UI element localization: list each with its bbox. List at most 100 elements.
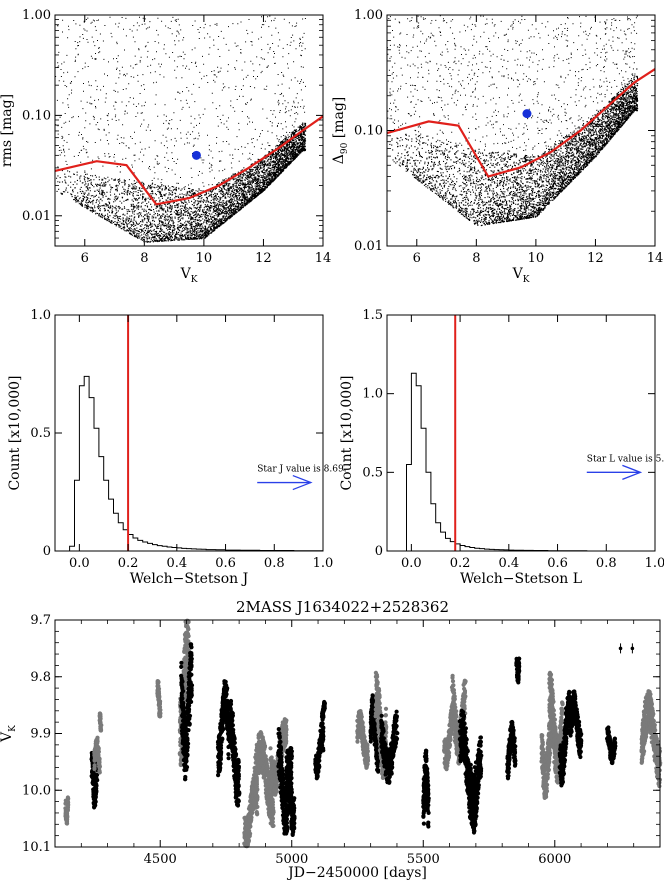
lc-segment (92, 735, 102, 775)
lc-point (374, 672, 379, 678)
lc-segment (421, 748, 431, 829)
lc-point (288, 763, 293, 769)
scatter-cloud-a90 (387, 15, 639, 227)
lc-point (465, 757, 470, 762)
lc-point (271, 823, 276, 828)
y-tick-label: 0 (43, 544, 51, 559)
lc-point (463, 694, 468, 699)
lc-point (236, 764, 241, 769)
lc-point (221, 726, 226, 732)
lc-point (189, 645, 194, 650)
lc-point (99, 723, 104, 728)
x-axis-label-l: Welch−Stetson L (460, 571, 582, 587)
x-tick-label: 10 (528, 251, 545, 266)
lc-point (274, 788, 279, 793)
lc-point (92, 766, 97, 772)
lc-point (218, 743, 224, 748)
lc-point (270, 802, 275, 807)
lc-point (425, 766, 430, 772)
lc-point (426, 820, 431, 825)
x-tick-label: 8 (140, 251, 148, 266)
lc-point (259, 731, 264, 737)
lc-point (254, 781, 259, 787)
lc-point (270, 816, 275, 821)
lc-point (426, 792, 431, 797)
lc-point (280, 768, 285, 773)
lc-point (472, 828, 477, 834)
light-curve-points (63, 618, 663, 849)
lc-point (322, 701, 327, 706)
lc-point (292, 796, 297, 801)
lc-point (424, 756, 429, 761)
lc-point (468, 762, 473, 767)
y-tick-label: 1.00 (354, 8, 383, 23)
lc-point (362, 734, 367, 739)
lc-point (390, 765, 395, 770)
lc-point (381, 729, 386, 734)
lc-point (186, 741, 191, 746)
lc-point (450, 673, 455, 678)
lc-point (377, 688, 382, 693)
lc-point (478, 735, 483, 740)
lc-point (284, 718, 289, 723)
lc-point (276, 727, 281, 732)
lc-point (316, 769, 321, 775)
x-axis-label-rms: VK (180, 266, 198, 285)
lc-point (383, 713, 388, 718)
lc-point (218, 757, 223, 762)
lc-point (248, 831, 253, 836)
lc-point (394, 718, 399, 723)
x-tick-label: 0.8 (264, 556, 285, 571)
lc-point (235, 803, 241, 808)
lc-segment (319, 699, 327, 722)
lc-point (226, 752, 231, 757)
lc-point (462, 699, 467, 704)
lc-point (65, 821, 70, 826)
lc-point (462, 721, 467, 726)
lc-point (225, 698, 230, 703)
lc-point (98, 714, 103, 719)
lc-point (463, 741, 469, 746)
lc-point (220, 737, 225, 742)
y-axis-label-rms: rms [mag] (0, 94, 15, 167)
lc-point (158, 711, 163, 716)
lc-point (421, 821, 426, 826)
lc-point (360, 720, 365, 725)
lc-point (179, 660, 184, 665)
axes-frame-j (54, 314, 324, 552)
lc-point (218, 761, 223, 767)
lc-point (476, 783, 481, 788)
lc-segment (226, 698, 242, 808)
lc-point (285, 825, 290, 830)
lc-point (250, 810, 255, 815)
arrow-j-head (292, 474, 313, 491)
lc-point (233, 747, 238, 752)
lc-point (219, 750, 224, 756)
x-axis-label-j: Welch−Stetson J (130, 571, 248, 587)
panel-hist-welch-j: Star J value is 8.69. 0.0 0.2 0.4 0.6 0.8 1.0… (7, 308, 347, 587)
lc-point (454, 709, 459, 714)
lc-point (394, 736, 400, 741)
lc-point (263, 754, 268, 759)
y-tick-label: 0.10 (22, 108, 51, 123)
arrow-l-head (622, 464, 643, 480)
scatter-points (55, 15, 307, 243)
lc-point (447, 743, 453, 748)
x-tick-label: 0.2 (118, 556, 139, 571)
x-tick-label: 0.0 (69, 556, 90, 571)
lc-point (475, 799, 480, 804)
lc-point (230, 723, 235, 728)
lc-point (359, 714, 364, 720)
lc-point (189, 693, 194, 698)
axis-ticks-rms: 6 8 10 12 140.010.101.00 (22, 8, 331, 266)
axes-frame-rms (54, 14, 324, 247)
lc-point (316, 763, 322, 768)
threshold-line-rms (54, 115, 324, 206)
x-axis-label-a90: VK (512, 266, 530, 285)
lc-point (284, 829, 289, 834)
x-tick-label: 12 (587, 251, 604, 266)
lc-point (184, 759, 189, 764)
lc-point (92, 763, 97, 768)
lc-point (226, 756, 231, 761)
x-tick-label: 0.4 (166, 556, 187, 571)
